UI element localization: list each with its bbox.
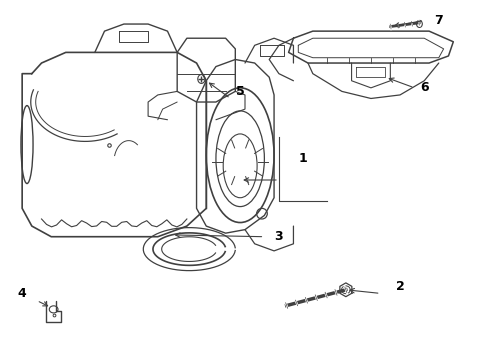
Text: 3: 3 (274, 230, 283, 243)
Text: 2: 2 (395, 280, 404, 293)
Text: 4: 4 (18, 287, 26, 300)
Text: 7: 7 (435, 14, 443, 27)
Text: 5: 5 (236, 85, 245, 98)
Text: 1: 1 (299, 152, 308, 165)
Text: 6: 6 (420, 81, 429, 94)
